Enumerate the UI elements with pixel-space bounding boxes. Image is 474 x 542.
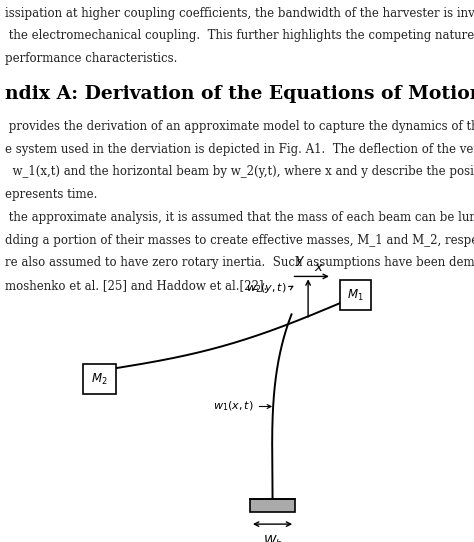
Text: re also assumed to have zero rotary inertia.  Such assumptions have been demonst: re also assumed to have zero rotary iner… <box>5 256 474 269</box>
Text: $M_2$: $M_2$ <box>91 372 108 387</box>
Text: provides the derivation of an approximate model to capture the dynamics of the h: provides the derivation of an approximat… <box>5 120 474 133</box>
Text: $W_b$: $W_b$ <box>263 534 283 542</box>
Text: $w_1(x,t)$: $w_1(x,t)$ <box>213 399 254 414</box>
Text: w_1(x,t) and the horizontal beam by w_2(y,t), where x and y describe the positio: w_1(x,t) and the horizontal beam by w_2(… <box>5 165 474 178</box>
Text: $y$: $y$ <box>295 254 305 268</box>
Text: moshenko et al. [25] and Haddow et al.[22].: moshenko et al. [25] and Haddow et al.[2… <box>5 279 267 292</box>
Text: dding a portion of their masses to create effective masses, M_1 and M_2, respect: dding a portion of their masses to creat… <box>5 234 474 247</box>
Text: epresents time.: epresents time. <box>5 188 97 201</box>
Text: $x$: $x$ <box>314 261 324 274</box>
Text: the electromechanical coupling.  This further highlights the competing nature of: the electromechanical coupling. This fur… <box>5 29 474 42</box>
Text: issipation at higher coupling coefficients, the bandwidth of the harvester is in: issipation at higher coupling coefficien… <box>5 7 474 20</box>
Bar <box>83 365 116 395</box>
Text: the approximate analysis, it is assumed that the mass of each beam can be lumped: the approximate analysis, it is assumed … <box>5 211 474 224</box>
Text: e system used in the derviation is depicted in Fig. A1.  The deflection of the v: e system used in the derviation is depic… <box>5 143 474 156</box>
Text: $w_2(y,t)$: $w_2(y,t)$ <box>246 281 287 295</box>
Bar <box>250 499 295 512</box>
Text: ndix A: Derivation of the Equations of Motion: ndix A: Derivation of the Equations of M… <box>5 85 474 102</box>
Text: performance characteristics.: performance characteristics. <box>5 52 177 65</box>
Text: $M_1$: $M_1$ <box>347 288 364 303</box>
Bar <box>340 281 371 310</box>
